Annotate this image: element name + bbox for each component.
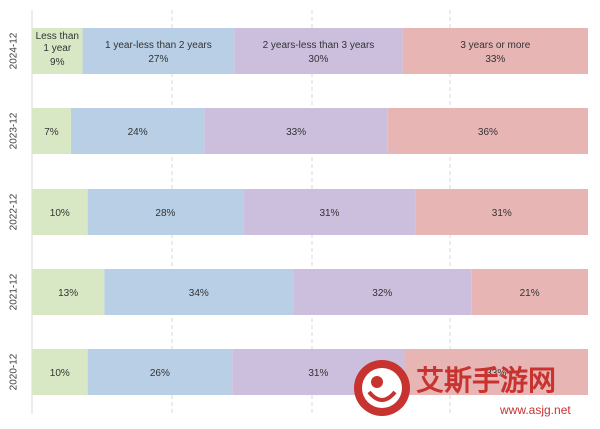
series-name-label-2: 2 years-less than 3 years xyxy=(263,40,375,51)
series-name-label-3: 3 years or more xyxy=(460,40,530,51)
value-label-2020-12-3: 33% xyxy=(486,368,506,379)
bar-segment-2022-12-0 xyxy=(32,189,88,235)
value-label-2023-12-1: 24% xyxy=(128,127,148,138)
bar-segment-2020-12-1 xyxy=(87,349,233,395)
bar-segment-2021-12-3 xyxy=(471,269,588,315)
value-label-2022-12-0: 10% xyxy=(50,208,70,219)
value-label-2020-12-0: 10% xyxy=(50,368,70,379)
watermark-url: www.asjg.net xyxy=(499,403,571,417)
bar-segment-2022-12-2 xyxy=(243,189,416,235)
bars xyxy=(32,28,588,395)
category-label-2023-12: 2023-12 xyxy=(9,112,20,149)
bar-segment-2021-12-2 xyxy=(293,269,472,315)
watermark-title: 艾斯手游网 xyxy=(416,365,556,396)
bar-segment-2022-12-3 xyxy=(415,189,588,235)
value-label-2021-12-3: 21% xyxy=(520,288,540,299)
series-name-label-1: 1 year-less than 2 years xyxy=(105,40,212,51)
bar-segment-2021-12-1 xyxy=(104,269,294,315)
bar-segment-2023-12-2 xyxy=(204,108,388,154)
category-label-2024-12: 2024-12 xyxy=(9,32,20,69)
value-label-2023-12-0: 7% xyxy=(44,127,59,138)
value-label-2021-12-1: 34% xyxy=(189,288,209,299)
bar-segment-2024-12-3 xyxy=(402,28,588,74)
category-label-2021-12: 2021-12 xyxy=(9,273,20,310)
value-label-2024-12-0: 9% xyxy=(50,57,65,68)
value-label-2024-12-2: 30% xyxy=(308,54,328,65)
value-label-2023-12-2: 33% xyxy=(286,127,306,138)
value-label-2021-12-2: 32% xyxy=(372,288,392,299)
watermark: 艾斯手游网 www.asjg.net xyxy=(352,352,596,420)
bar-segment-2021-12-0 xyxy=(32,269,105,315)
value-label-2024-12-3: 33% xyxy=(485,54,505,65)
bar-segment-2024-12-1 xyxy=(82,28,235,74)
bar-segment-2022-12-1 xyxy=(87,189,244,235)
value-label-2020-12-1: 26% xyxy=(150,368,170,379)
value-label-2022-12-2: 31% xyxy=(319,208,339,219)
bar-segment-2024-12-2 xyxy=(234,28,403,74)
value-label-2021-12-0: 13% xyxy=(58,288,78,299)
bar-segment-2023-12-3 xyxy=(387,108,588,154)
labels: 2024-12 Less than 1 year 9% 1 year-less than… xyxy=(9,31,540,390)
value-label-2024-12-1: 27% xyxy=(148,54,168,65)
series-name-label-0: Less than 1 year xyxy=(36,31,79,54)
category-label-2020-12: 2020-12 xyxy=(9,353,20,390)
bar-segment-2023-12-1 xyxy=(70,108,205,154)
bar-segment-2020-12-0 xyxy=(32,349,88,395)
value-label-2020-12-2: 31% xyxy=(308,368,328,379)
watermark-logo-icon xyxy=(354,360,410,416)
value-label-2023-12-3: 36% xyxy=(478,127,498,138)
bar-segment-2020-12-3 xyxy=(404,349,588,395)
bar-segment-2024-12-0 xyxy=(32,28,83,74)
category-label-2022-12: 2022-12 xyxy=(9,193,20,230)
bar-segment-2023-12-0 xyxy=(32,108,71,154)
value-label-2022-12-3: 31% xyxy=(492,208,512,219)
value-label-2022-12-1: 28% xyxy=(155,208,175,219)
